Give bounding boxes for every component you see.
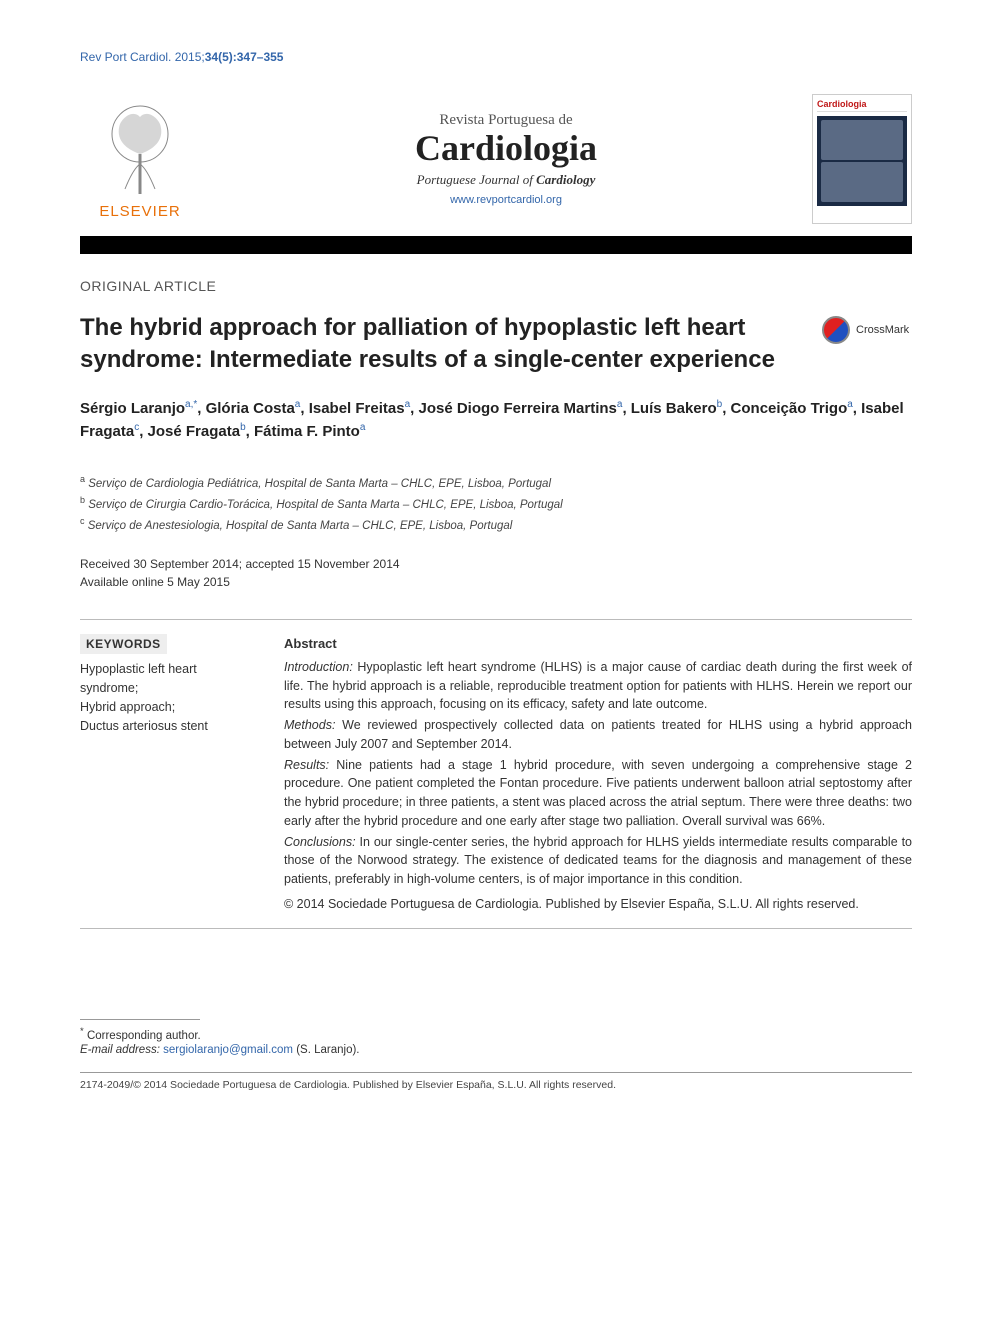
abstract-section-label: Conclusions: [284, 835, 356, 849]
journal-abbrev: Rev Port Cardiol. 2015; [80, 50, 205, 64]
abstract-section-text: Hypoplastic left heart syndrome (HLHS) i… [284, 660, 912, 712]
abstract-section-label: Methods: [284, 718, 335, 732]
keywords-heading: KEYWORDS [80, 634, 167, 654]
elsevier-tree-icon [95, 99, 185, 199]
article-type: ORIGINAL ARTICLE [80, 278, 912, 294]
abstract-section-label: Results: [284, 758, 329, 772]
cover-title: Cardiologia [817, 99, 907, 112]
abstract-section-text: In our single-center series, the hybrid … [284, 835, 912, 887]
divider-bar [80, 236, 912, 254]
abstract-keywords-block: KEYWORDS Hypoplastic left heart syndrome… [80, 619, 912, 928]
journal-url[interactable]: www.revportcardiol.org [200, 194, 812, 206]
affiliation-line: b Serviço de Cirurgia Cardio-Torácica, H… [80, 493, 912, 514]
journal-subtitle: Portuguese Journal of Cardiology [200, 172, 812, 188]
abstract-heading: Abstract [284, 634, 912, 654]
publisher-name: ELSEVIER [80, 203, 200, 220]
abstract-box: Abstract Introduction: Hypoplastic left … [270, 620, 912, 927]
journal-overline: Revista Portuguesa de [200, 112, 812, 129]
abstract-section-text: We reviewed prospectively collected data… [284, 718, 912, 751]
corr-mark: * [80, 1026, 84, 1037]
journal-subtitle-bold: Cardiology [536, 172, 595, 187]
journal-subtitle-pre: Portuguese Journal of [417, 172, 537, 187]
running-head: Rev Port Cardiol. 2015;34(5):347–355 [80, 50, 912, 64]
article-dates: Received 30 September 2014; accepted 15 … [80, 555, 912, 591]
keyword-item: Hybrid approach; [80, 698, 256, 717]
journal-title-block: Revista Portuguesa de Cardiologia Portug… [200, 112, 812, 207]
keyword-item: Hypoplastic left heart syndrome; [80, 660, 256, 698]
affiliation-line: c Serviço de Anestesiologia, Hospital de… [80, 514, 912, 535]
corresponding-author: * Corresponding author. [80, 1026, 912, 1042]
keywords-list: Hypoplastic left heart syndrome;Hybrid a… [80, 660, 256, 735]
affiliations: a Serviço de Cardiologia Pediátrica, Hos… [80, 472, 912, 536]
affiliation-line: a Serviço de Cardiologia Pediátrica, Hos… [80, 472, 912, 493]
email-suffix: (S. Laranjo). [293, 1044, 359, 1056]
abstract-section: Conclusions: In our single-center series… [284, 833, 912, 889]
crossmark-label: CrossMark [856, 324, 909, 336]
page-footer: * Corresponding author. E-mail address: … [80, 1019, 912, 1091]
crossmark-badge[interactable]: CrossMark [822, 316, 912, 344]
available-online: Available online 5 May 2015 [80, 573, 912, 591]
journal-name: Cardiologia [200, 129, 812, 169]
received-accepted: Received 30 September 2014; accepted 15 … [80, 555, 912, 573]
citation: 34(5):347–355 [205, 50, 284, 64]
abstract-section: Introduction: Hypoplastic left heart syn… [284, 658, 912, 714]
keywords-box: KEYWORDS Hypoplastic left heart syndrome… [80, 620, 270, 927]
masthead: ELSEVIER Revista Portuguesa de Cardiolog… [80, 94, 912, 224]
author-list: Sérgio Laranjoa,*, Glória Costaa, Isabel… [80, 397, 912, 444]
corr-text: Corresponding author. [87, 1030, 201, 1042]
crossmark-icon [822, 316, 850, 344]
email-link[interactable]: sergiolaranjo@gmail.com [163, 1044, 293, 1056]
keyword-item: Ductus arteriosus stent [80, 717, 256, 736]
publisher-logo-block: ELSEVIER [80, 99, 200, 220]
abstract-copyright: © 2014 Sociedade Portuguesa de Cardiolog… [284, 895, 912, 914]
issn-copyright: 2174-2049/© 2014 Sociedade Portuguesa de… [80, 1072, 912, 1091]
abstract-section: Results: Nine patients had a stage 1 hyb… [284, 756, 912, 831]
abstract-section: Methods: We reviewed prospectively colle… [284, 716, 912, 754]
abstract-section-label: Introduction: [284, 660, 353, 674]
email-label: E-mail address: [80, 1044, 163, 1056]
article-title: The hybrid approach for palliation of hy… [80, 312, 798, 377]
journal-cover-thumbnail: Cardiologia [812, 94, 912, 224]
corresponding-email-line: E-mail address: sergiolaranjo@gmail.com … [80, 1044, 912, 1056]
abstract-section-text: Nine patients had a stage 1 hybrid proce… [284, 758, 912, 828]
